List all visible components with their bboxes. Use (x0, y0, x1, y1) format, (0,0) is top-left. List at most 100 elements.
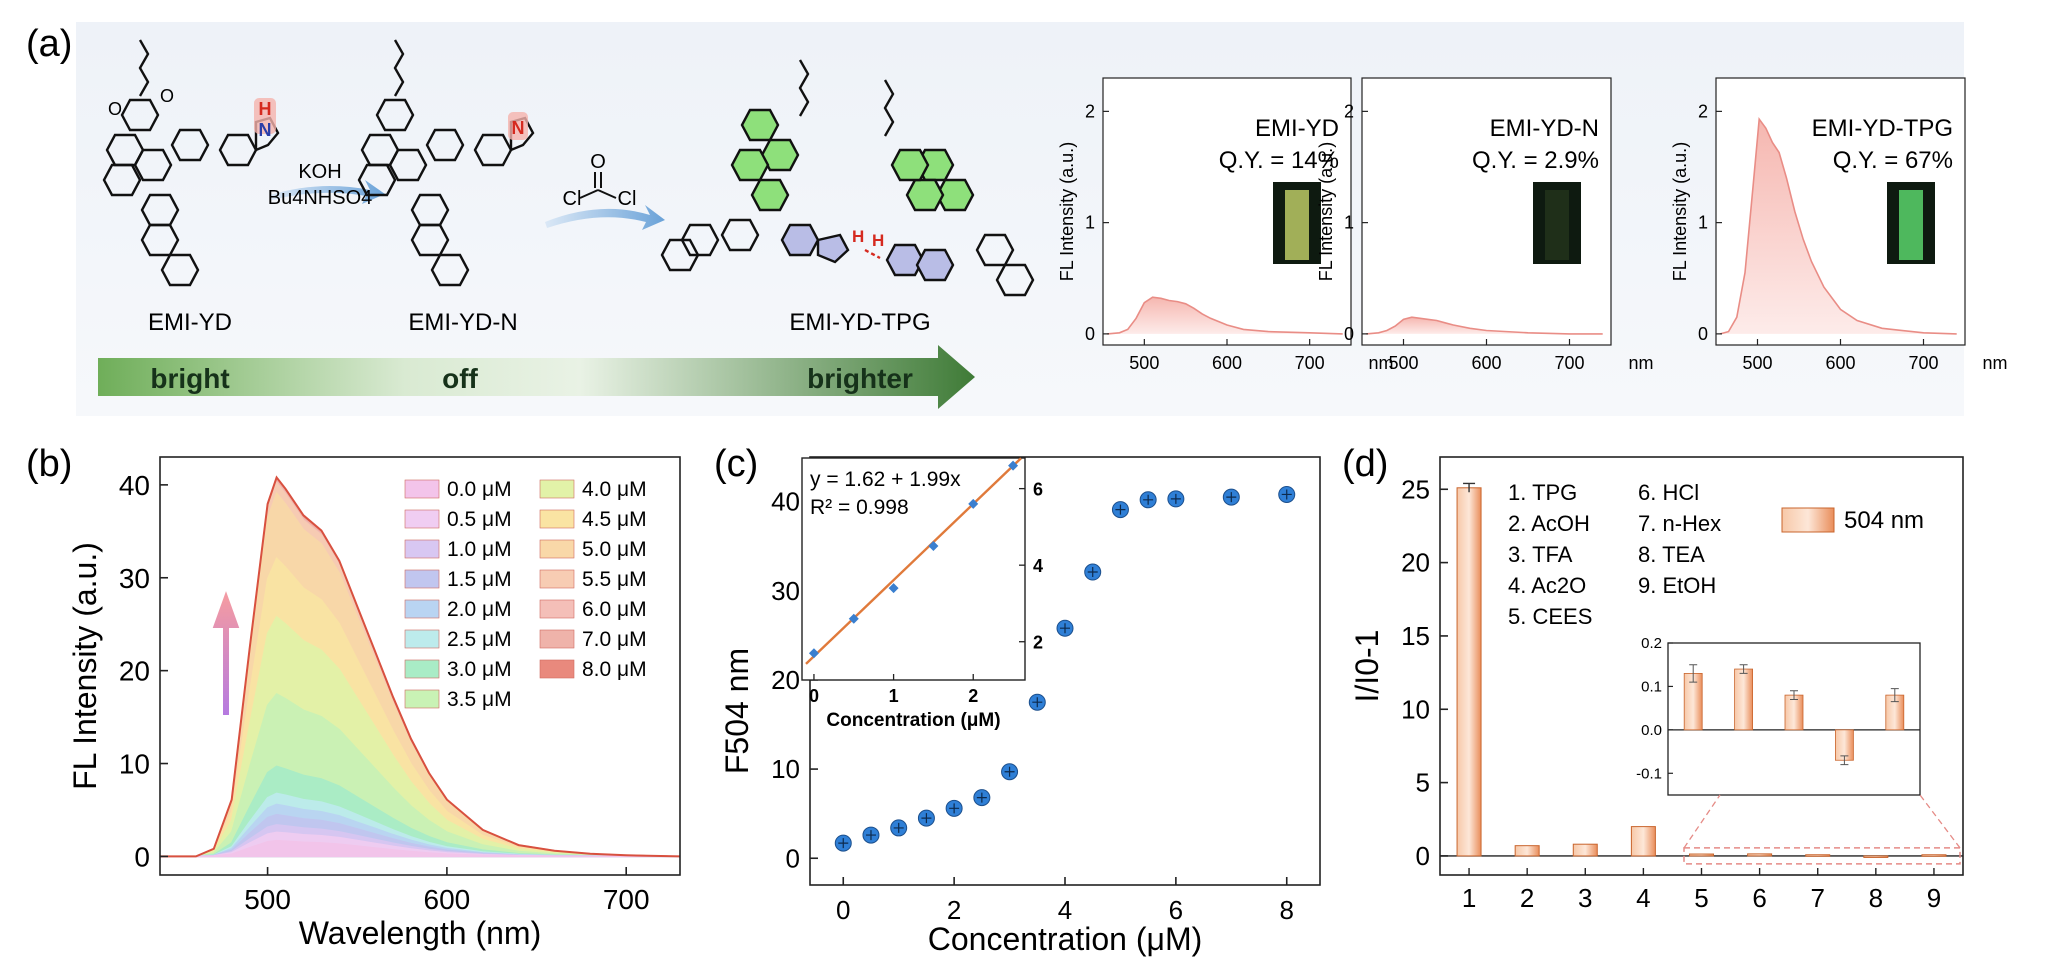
y-axis-label: FL Intensity (a.u.) (1316, 142, 1336, 281)
y-tick-label: 10 (771, 754, 800, 784)
bar (1689, 853, 1714, 857)
error-cross (1281, 489, 1292, 500)
legend-swatch (539, 659, 575, 679)
plot-frame (159, 456, 681, 876)
inset-x-tick-label: 1 (889, 686, 899, 706)
cuvette-glow (1285, 190, 1309, 260)
zoom-region-box (1683, 847, 1961, 865)
x-tick-label: 600 (1825, 353, 1855, 373)
y-tick-label: 10 (1401, 694, 1430, 724)
quantum-yield: Q.Y. = 14% (1219, 147, 1339, 174)
x-axis-label: Wavelength (nm) (299, 915, 541, 951)
error-cross (1087, 567, 1098, 578)
y-tick-label: 30 (119, 563, 150, 594)
x-tick-label: 700 (1554, 353, 1584, 373)
error-cross (838, 838, 849, 849)
sample-name: EMI-YD-TPG (1812, 115, 1953, 142)
inset-data-point (848, 613, 859, 624)
x-tick-label: 8 (1869, 883, 1883, 913)
analyte-label: 8. TEA (1638, 542, 1705, 567)
spectrum-area (1366, 317, 1603, 334)
x-tick-label: 700 (1908, 353, 1938, 373)
molecule-emi-yd (102, 39, 280, 287)
legend-swatch (539, 599, 575, 619)
bar (1630, 826, 1656, 857)
x-tick-label: 600 (1212, 353, 1242, 373)
y-tick-label: 0 (1344, 324, 1354, 344)
bar (1456, 487, 1482, 857)
x-unit-label: nm (1368, 353, 1393, 373)
spectrum-chart-emi-yd-n: 500 600 700 nm 0 1 2 FL Intensity (a.u.) EMI-YD-… (1316, 77, 1654, 373)
reaction-arrow-1 (270, 180, 385, 204)
x-tick-label: 500 (1129, 353, 1159, 373)
quantum-yield: Q.Y. = 67% (1833, 147, 1953, 174)
y-tick-label: 1 (1085, 213, 1095, 233)
y-tick-label: 20 (119, 656, 150, 687)
panel-a-background (76, 22, 1964, 416)
legend-label: 2.0 μM (447, 598, 512, 621)
error-cross (1115, 504, 1126, 515)
brightness-arrow-bar (98, 345, 975, 409)
legend-swatch (539, 479, 575, 499)
error-cross (921, 813, 932, 824)
cuvette-glow (1899, 190, 1923, 260)
y-tick-label: 25 (1401, 474, 1430, 504)
spectrum-line (1719, 117, 1957, 335)
x-tick-label: 600 (424, 884, 471, 915)
nh-atom-label: H (259, 99, 272, 119)
analyte-label: 7. n-Hex (1638, 511, 1721, 536)
inset-y-tick-label: 0.0 (1641, 722, 1662, 739)
analyte-label: 9. EtOH (1638, 573, 1716, 598)
y-tick-label: 20 (771, 665, 800, 695)
x-tick-label: 500 (1388, 353, 1418, 373)
panel-label-a: (a) (26, 23, 72, 65)
nh-highlight (254, 98, 276, 134)
y-tick-label: 20 (1401, 548, 1430, 578)
brightness-label-brighter: brighter (807, 363, 913, 394)
n-atom-label-2: N (512, 118, 525, 138)
inset-y-tick-label: 0.2 (1641, 635, 1662, 652)
inset-equation: y = 1.62 + 1.99x (810, 468, 961, 491)
x-tick-label: 9 (1927, 883, 1941, 913)
x-unit-label: nm (1628, 353, 1653, 373)
analyte-label: 2. AcOH (1508, 511, 1590, 536)
inset-y-tick-label: -0.1 (1636, 765, 1662, 782)
error-cross (949, 803, 960, 814)
legend-swatch (404, 599, 440, 619)
h-label-1: H (852, 227, 864, 246)
legend-swatch (404, 569, 440, 589)
legend-label: 5.0 μM (582, 538, 647, 561)
x-tick-label: 0 (836, 895, 850, 925)
y-tick-label: 2 (1085, 101, 1095, 121)
error-cross (1004, 766, 1015, 777)
legend-swatch (404, 689, 440, 709)
inset-error-bar (1689, 664, 1698, 683)
inset-fit-line (805, 457, 1022, 665)
x-unit-label: nm (1982, 353, 2007, 373)
legend-swatch (1781, 507, 1835, 533)
bar (1805, 854, 1831, 857)
titration-spectra-chart: 500 600 700 0 10 20 30 40 Wavelength (nm) FL Inte… (67, 456, 681, 951)
sample-name: EMI-YD (1255, 115, 1339, 142)
x-tick-label: 5 (1694, 883, 1708, 913)
y-tick-label: 40 (771, 487, 800, 517)
inset-data-point (928, 541, 939, 552)
x-tick-label: 6 (1169, 895, 1183, 925)
panel-label-b: (b) (26, 443, 72, 485)
bar (1514, 845, 1540, 857)
spectrum-chart-emi-yd-tpg: 500 600 700 nm 0 1 2 FL Intensity (a.u.) EMI-YD-… (1670, 77, 2008, 373)
x-tick-label: 6 (1752, 883, 1766, 913)
cuvette-image (1533, 182, 1581, 264)
inset-error-bar (1890, 688, 1899, 703)
y-tick-label: 10 (119, 749, 150, 780)
selectivity-bar-chart: 1 2 3 4 5 6 7 8 9 0 5 10 15 20 25 I/I0-1 504 nm 1. TPG 2. … (1349, 456, 1964, 913)
legend-label: 0.5 μM (447, 508, 512, 531)
reaction-arrow-2 (545, 205, 665, 230)
phosgene-cl-left: Cl (563, 188, 582, 210)
legend-swatch (404, 539, 440, 559)
y-tick-label: 30 (771, 576, 800, 606)
y-tick-label: 1 (1698, 213, 1708, 233)
panel-label-d: (d) (1342, 443, 1388, 485)
